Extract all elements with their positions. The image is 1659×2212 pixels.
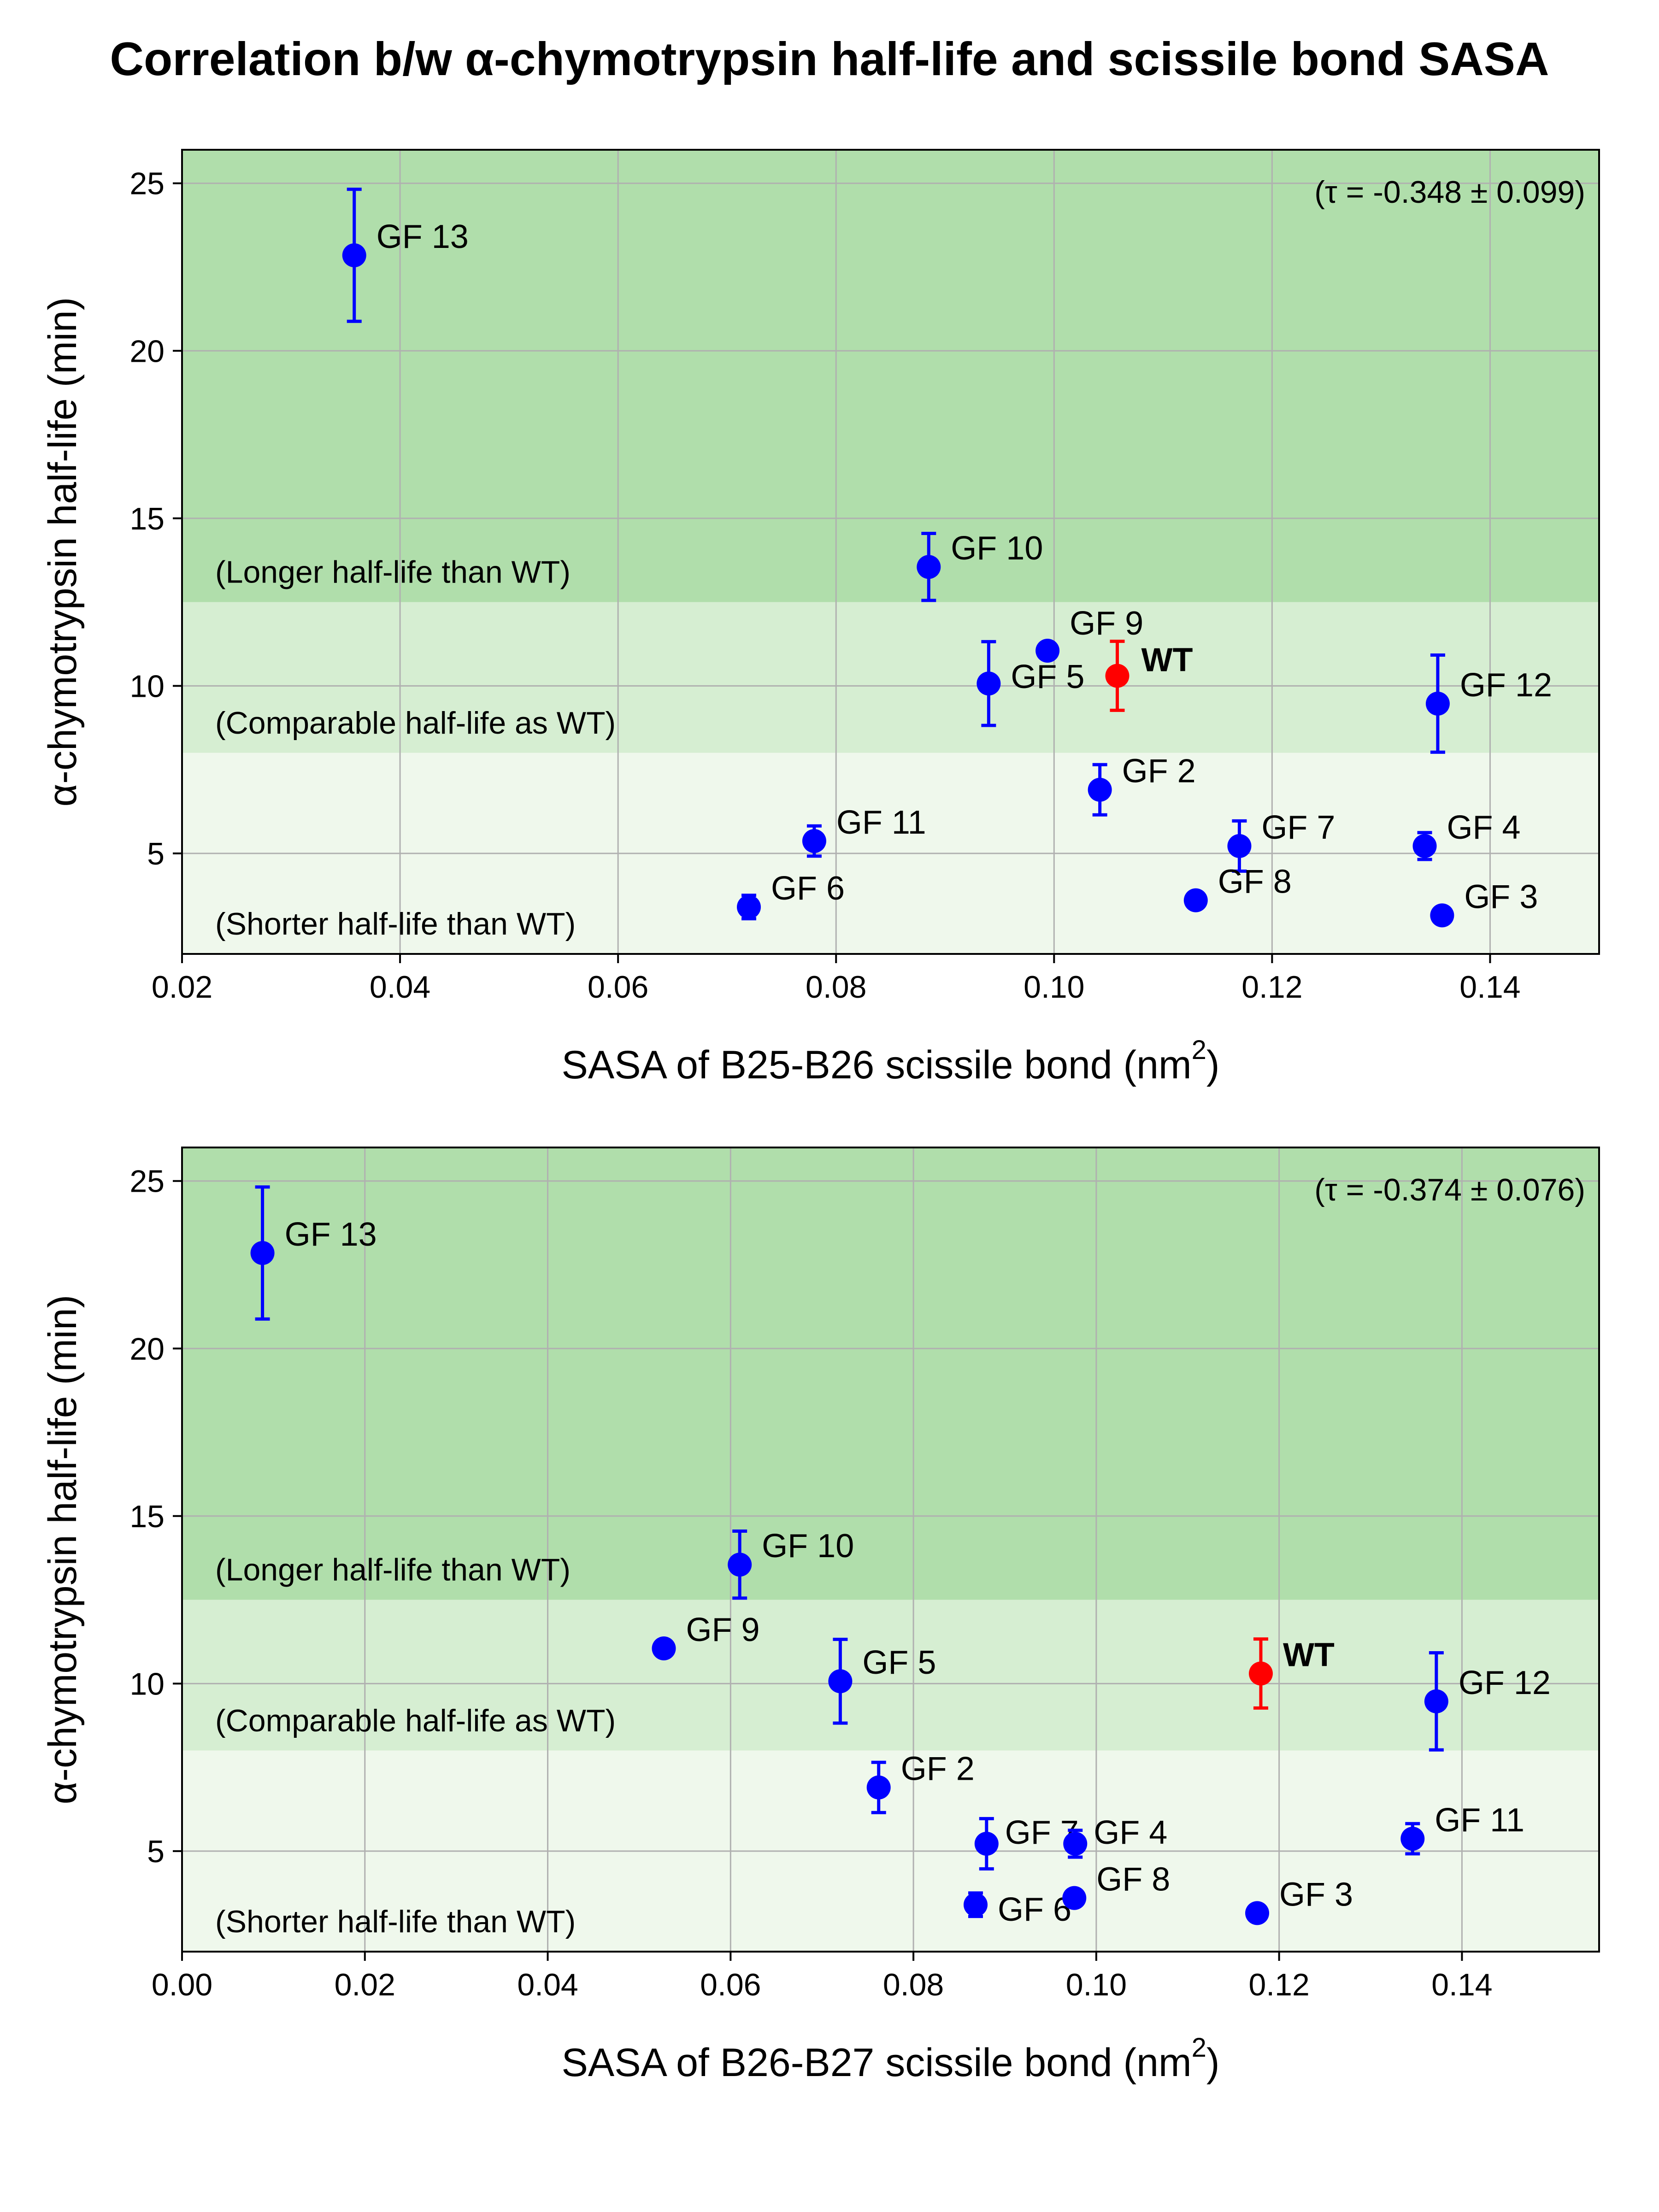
x-tick-label: 0.04 [517, 1967, 578, 2002]
region-band-0 [182, 1147, 1599, 1600]
x-tick-label: 0.00 [152, 1967, 212, 2002]
point-label-gf-7: GF 7 [1261, 809, 1335, 846]
bottom-panel-sasa-b26-b27: (Longer half-life than WT) (Comparable ha… [41, 1147, 1600, 2085]
y-tick-label: 20 [129, 334, 165, 369]
point-label-gf-9: GF 9 [686, 1612, 760, 1648]
point-label-gf-3: GF 3 [1464, 878, 1538, 915]
y-tick-label: 25 [129, 1164, 165, 1199]
data-point-gf-9 [652, 1636, 676, 1660]
y-tick-label: 10 [129, 1666, 165, 1701]
point-label-gf-13: GF 13 [377, 218, 469, 255]
data-point-gf-8 [1062, 1886, 1087, 1910]
data-point-gf-2 [866, 1775, 891, 1800]
point-label-gf-4: GF 4 [1447, 809, 1521, 846]
y-axis-label: α-chymotrypsin half-life (min) [41, 297, 85, 807]
region-label: (Longer half-life than WT) [215, 555, 571, 590]
point-label-gf-10: GF 10 [951, 530, 1043, 567]
point-label-gf-12: GF 12 [1459, 1665, 1551, 1701]
y-axis-label: α-chymotrypsin half-life (min) [41, 1295, 85, 1805]
region-label: (Comparable half-life as WT) [215, 706, 616, 741]
top-panel-sasa-b25-b26: (Longer half-life than WT) (Comparable ha… [41, 149, 1600, 1087]
point-label-gf-2: GF 2 [901, 1751, 975, 1788]
data-point-gf-12 [1425, 691, 1450, 716]
y-tick-label: 15 [129, 501, 165, 536]
y-tick-label: 10 [129, 669, 165, 704]
point-label-gf-13: GF 13 [285, 1216, 377, 1253]
point-label-gf-9: GF 9 [1070, 605, 1143, 642]
data-point-gf-3 [1245, 1901, 1270, 1925]
y-tick-label: 20 [129, 1331, 165, 1366]
point-label-gf-8: GF 8 [1218, 864, 1292, 900]
data-point-gf-3 [1430, 903, 1454, 928]
data-point-gf-7 [974, 1831, 999, 1856]
x-tick-label: 0.08 [883, 1967, 944, 2002]
data-point-gf-8 [1183, 888, 1208, 912]
correlation-annotation: (τ = -0.374 ± 0.076) [1314, 1172, 1585, 1207]
x-tick-label: 0.14 [1459, 970, 1520, 1005]
data-point-gf-13 [342, 243, 366, 268]
region-band-1 [182, 1600, 1599, 1751]
data-point-wt [1248, 1661, 1273, 1686]
data-point-gf-11 [1400, 1826, 1425, 1851]
x-axis-label: SASA of B26-B27 scissile bond (nm2) [561, 2033, 1219, 2085]
x-tick-label: 0.14 [1431, 1967, 1492, 2002]
data-point-gf-7 [1227, 834, 1252, 858]
data-point-gf-12 [1424, 1689, 1448, 1713]
x-tick-label: 0.06 [588, 970, 648, 1005]
data-point-gf-6 [964, 1893, 988, 1917]
point-label-gf-6: GF 6 [771, 870, 845, 907]
data-point-gf-13 [250, 1241, 275, 1265]
region-label: (Comparable half-life as WT) [215, 1703, 616, 1738]
x-tick-label: 0.02 [335, 1967, 395, 2002]
data-point-gf-4 [1063, 1831, 1088, 1856]
x-tick-label: 0.12 [1248, 1967, 1309, 2002]
point-label-gf-10: GF 10 [762, 1528, 854, 1565]
correlation-annotation: (τ = -0.348 ± 0.099) [1314, 175, 1585, 210]
region-label: (Shorter half-life than WT) [215, 1904, 576, 1939]
x-tick-label: 0.06 [700, 1967, 761, 2002]
region-band-0 [182, 150, 1599, 602]
point-label-gf-4: GF 4 [1094, 1814, 1167, 1851]
data-point-gf-5 [828, 1669, 853, 1694]
x-tick-label: 0.02 [152, 970, 212, 1005]
y-tick-label: 15 [129, 1499, 165, 1534]
point-label-gf-3: GF 3 [1279, 1876, 1353, 1913]
data-point-gf-10 [728, 1553, 752, 1577]
point-label-gf-12: GF 12 [1460, 667, 1552, 704]
data-point-gf-10 [917, 555, 941, 579]
region-label: (Shorter half-life than WT) [215, 906, 576, 941]
data-point-gf-11 [802, 829, 826, 853]
data-point-wt [1105, 664, 1130, 688]
point-label-gf-5: GF 5 [862, 1644, 936, 1681]
x-tick-label: 0.10 [1066, 1967, 1127, 2002]
data-point-gf-4 [1412, 834, 1437, 858]
point-label-wt: WT [1283, 1637, 1335, 1674]
data-point-gf-9 [1035, 638, 1060, 663]
plot-frame [181, 1147, 1600, 1953]
x-tick-label: 0.08 [806, 970, 866, 1005]
x-axis-label: SASA of B25-B26 scissile bond (nm2) [561, 1035, 1219, 1087]
y-tick-label: 5 [147, 836, 165, 871]
plot-frame [181, 149, 1600, 955]
point-label-gf-6: GF 6 [998, 1891, 1071, 1928]
region-label: (Longer half-life than WT) [215, 1553, 571, 1588]
x-tick-label: 0.12 [1241, 970, 1302, 1005]
x-tick-label: 0.10 [1024, 970, 1084, 1005]
data-point-gf-6 [737, 895, 761, 919]
figure-title: Correlation b/w α-chymotrypsin half-life… [110, 33, 1549, 85]
point-label-wt: WT [1141, 642, 1193, 679]
point-label-gf-8: GF 8 [1096, 1861, 1170, 1898]
y-tick-label: 5 [147, 1834, 165, 1869]
x-tick-label: 0.04 [370, 970, 430, 1005]
data-point-gf-2 [1088, 777, 1112, 802]
data-point-gf-5 [977, 671, 1001, 696]
point-label-gf-11: GF 11 [1435, 1802, 1524, 1839]
region-band-1 [182, 602, 1599, 753]
y-tick-label: 25 [129, 166, 165, 201]
point-label-gf-5: GF 5 [1011, 659, 1084, 695]
point-label-gf-11: GF 11 [836, 804, 926, 841]
point-label-gf-2: GF 2 [1122, 753, 1196, 790]
